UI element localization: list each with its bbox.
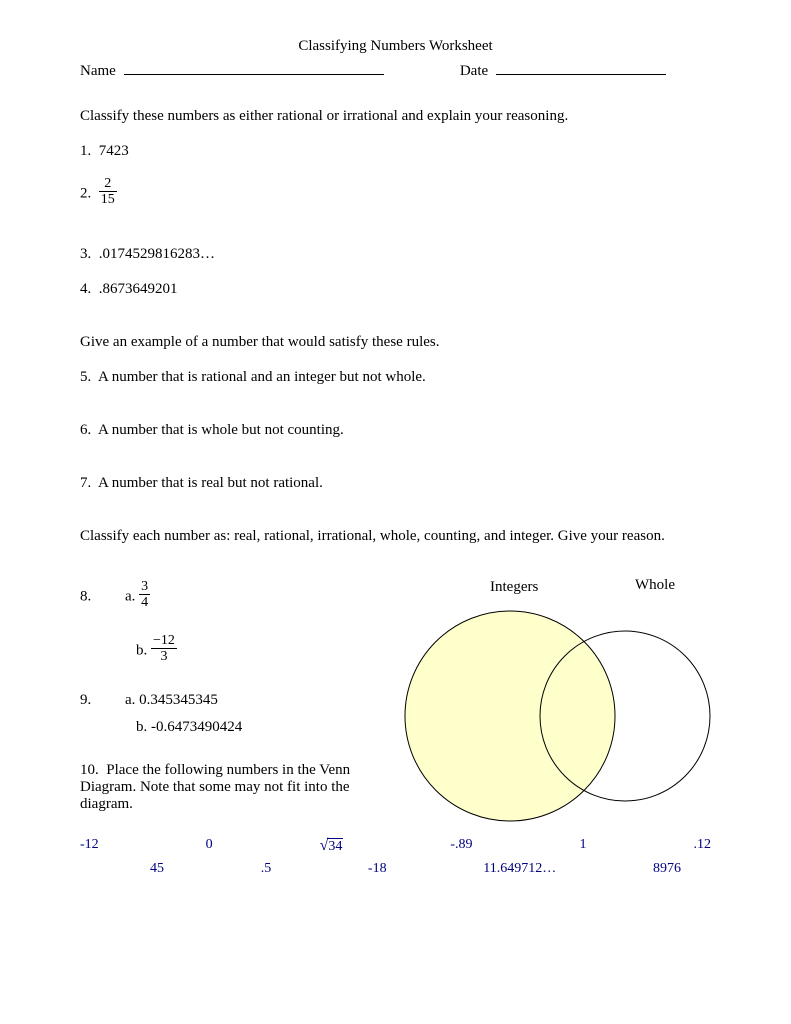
q2-num: 2. [80,185,91,201]
date-blank[interactable] [496,59,666,75]
question-7: 7. A number that is real but not rationa… [80,475,711,492]
worksheet-page: Classifying Numbers Worksheet Name Date … [0,0,791,1024]
q8-num: 8. [80,588,91,604]
num-r1-2: 0 [206,837,213,855]
num-r1-3-sqrt: 34 [320,837,344,855]
venn-label-whole: Whole [635,577,675,593]
q8b-frac-num: −12 [151,633,177,649]
q4-num: 4. [80,281,91,297]
q5-num: 5. [80,369,91,385]
q10-num: 10. [80,762,99,778]
q8a-frac-num: 3 [139,579,150,595]
q9b-label: b. [136,719,147,735]
section-examples: Give an example of a number that would s… [80,334,711,492]
q10-text: Place the following numbers in the Venn … [80,762,350,812]
num-r1-3-radicand: 34 [327,838,343,855]
q8a-fraction: 3 4 [139,579,150,611]
numbers-row-2: 45 .5 -18 11.649712… 8976 [80,861,711,877]
num-r2-3: -18 [368,861,387,877]
question-5: 5. A number that is rational and an inte… [80,369,711,386]
q2-fraction: 2 15 [99,176,117,208]
name-blank[interactable] [124,59,384,75]
question-8: 8. a. 3 4 b. −12 3 [80,581,400,667]
q9a: a. 0.345345345 [125,692,218,709]
question-3: 3. .0174529816283… [80,246,711,263]
venn-circle-whole [540,631,710,801]
q8a: a. 3 4 [125,581,150,613]
venn-diagram: Integers Whole [390,571,720,846]
q5-text: A number that is rational and an integer… [98,369,426,385]
q9a-label: a. [125,692,135,708]
section1-prompt: Classify these numbers as either rationa… [80,108,711,125]
q8-q9-q10-column: 8. a. 3 4 b. −12 3 [80,581,400,814]
q8a-frac-den: 4 [139,595,150,610]
date-label: Date [460,63,488,80]
q8a-label: a. [125,588,135,604]
q1-num: 1. [80,143,91,159]
num-r2-4: 11.649712… [483,861,556,877]
worksheet-title: Classifying Numbers Worksheet [80,38,711,55]
num-r2-1: 45 [150,861,164,877]
venn-area: 8. a. 3 4 b. −12 3 [80,581,711,814]
question-2: 2. 2 15 [80,178,711,210]
q3-text: .0174529816283… [99,246,215,262]
section2-prompt: Give an example of a number that would s… [80,334,711,351]
num-r1-1: -12 [80,837,99,855]
q1-text: 7423 [99,143,129,159]
q4-text: .8673649201 [99,281,178,297]
question-9: 9. a. 0.345345345 b. -0.6473490424 [80,692,400,736]
q6-text: A number that is whole but not counting. [98,422,344,438]
section-classify-each: Classify each number as: real, rational,… [80,528,711,814]
venn-svg: Integers Whole [390,571,720,841]
q6-num: 6. [80,422,91,438]
q7-text: A number that is real but not rational. [98,475,323,491]
q7-num: 7. [80,475,91,491]
q8b: b. −12 3 [136,635,400,667]
q9a-text: 0.345345345 [139,692,218,708]
section-classify: Classify these numbers as either rationa… [80,108,711,298]
question-4: 4. .8673649201 [80,281,711,298]
question-10: 10. Place the following numbers in the V… [80,762,400,813]
q8b-fraction: −12 3 [151,633,177,665]
q9b-text: -0.6473490424 [151,719,242,735]
section3-prompt: Classify each number as: real, rational,… [80,528,711,545]
q9b: b. -0.6473490424 [136,719,400,736]
question-1: 1. 7423 [80,143,711,160]
header-fields: Name Date [80,59,711,80]
q8b-label: b. [136,642,147,658]
q8b-frac-den: 3 [151,649,177,664]
num-r2-2: .5 [261,861,272,877]
q2-frac-num: 2 [99,176,117,192]
q9-num: 9. [80,692,91,708]
question-6: 6. A number that is whole but not counti… [80,422,711,439]
num-r2-5: 8976 [653,861,681,877]
venn-label-integers: Integers [490,579,538,595]
q2-frac-den: 15 [99,192,117,207]
q3-num: 3. [80,246,91,262]
name-label: Name [80,63,116,80]
